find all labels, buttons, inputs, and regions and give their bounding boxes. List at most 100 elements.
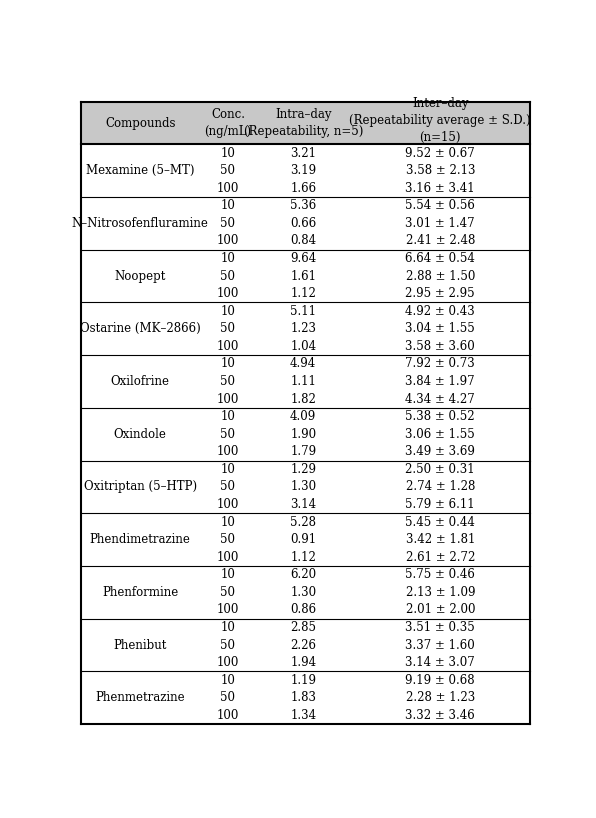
Text: 4.09: 4.09 [290,410,316,423]
Text: 1.34: 1.34 [290,709,316,722]
Text: 2.85: 2.85 [290,621,316,634]
Text: 3.14: 3.14 [290,498,316,511]
Text: 50: 50 [221,164,235,178]
Bar [80,355,530,408]
Bar [80,566,530,618]
Text: 7.92 ± 0.73: 7.92 ± 0.73 [405,357,475,371]
Text: Intra–day
(Repeatability, n=5): Intra–day (Repeatability, n=5) [244,108,363,138]
Text: 1.61: 1.61 [290,270,316,283]
Text: 10: 10 [221,569,235,582]
Text: 3.42 ± 1.81: 3.42 ± 1.81 [406,533,475,546]
Text: 4.94: 4.94 [290,357,316,371]
Text: 3.84 ± 1.97: 3.84 ± 1.97 [405,375,475,388]
Text: Oxilofrine: Oxilofrine [111,375,170,388]
Text: 50: 50 [221,375,235,388]
Text: 10: 10 [221,515,235,528]
Text: 3.04 ± 1.55: 3.04 ± 1.55 [405,322,475,335]
Text: 10: 10 [221,674,235,687]
Text: 1.90: 1.90 [290,428,316,441]
Text: 3.49 ± 3.69: 3.49 ± 3.69 [405,445,475,458]
Bar [80,303,530,355]
Text: 2.74 ± 1.28: 2.74 ± 1.28 [406,480,475,493]
Text: 1.82: 1.82 [290,393,316,406]
Text: 9.19 ± 0.68: 9.19 ± 0.68 [405,674,475,687]
Text: 100: 100 [217,393,239,406]
Text: 100: 100 [217,235,239,248]
Text: 2.26: 2.26 [290,639,316,652]
Text: 50: 50 [221,322,235,335]
Text: 1.12: 1.12 [290,287,316,300]
Text: 10: 10 [221,305,235,317]
Text: 5.38 ± 0.52: 5.38 ± 0.52 [405,410,475,423]
Text: 50: 50 [221,586,235,599]
Bar [80,102,530,144]
Text: 100: 100 [217,445,239,458]
Text: Conc.
(ng/mL): Conc. (ng/mL) [204,108,252,138]
Text: 1.29: 1.29 [290,463,316,476]
Text: 2.28 ± 1.23: 2.28 ± 1.23 [406,691,475,704]
Text: 100: 100 [217,498,239,511]
Text: 1.66: 1.66 [290,182,316,195]
Text: 1.19: 1.19 [290,674,316,687]
Text: 3.01 ± 1.47: 3.01 ± 1.47 [405,217,475,230]
Text: 9.52 ± 0.67: 9.52 ± 0.67 [405,146,475,160]
Text: 5.45 ± 0.44: 5.45 ± 0.44 [405,515,475,528]
Text: Ostarine (MK–2866): Ostarine (MK–2866) [80,322,201,335]
Text: 0.66: 0.66 [290,217,316,230]
Text: 0.86: 0.86 [290,604,316,617]
Text: 50: 50 [221,217,235,230]
Text: 3.58 ± 2.13: 3.58 ± 2.13 [405,164,475,178]
Text: 3.14 ± 3.07: 3.14 ± 3.07 [405,656,475,669]
Text: Phenmetrazine: Phenmetrazine [95,691,185,704]
Text: 10: 10 [221,252,235,265]
Bar [80,618,530,672]
Text: 100: 100 [217,340,239,353]
Text: 2.13 ± 1.09: 2.13 ± 1.09 [405,586,475,599]
Bar [80,514,530,566]
Text: 10: 10 [221,146,235,160]
Text: 10: 10 [221,357,235,371]
Text: 1.30: 1.30 [290,586,316,599]
Text: 3.16 ± 3.41: 3.16 ± 3.41 [405,182,475,195]
Text: 3.51 ± 0.35: 3.51 ± 0.35 [405,621,475,634]
Text: 1.12: 1.12 [290,551,316,564]
Text: Phenformine: Phenformine [102,586,178,599]
Text: Mexamine (5–MT): Mexamine (5–MT) [86,164,194,178]
Text: 50: 50 [221,480,235,493]
Text: 10: 10 [221,621,235,634]
Text: 100: 100 [217,709,239,722]
Text: 0.84: 0.84 [290,235,316,248]
Bar [80,672,530,724]
Text: 5.28: 5.28 [290,515,316,528]
Text: 1.11: 1.11 [290,375,316,388]
Text: 100: 100 [217,656,239,669]
Text: N–Nitrosofenfluramine: N–Nitrosofenfluramine [72,217,209,230]
Text: 3.06 ± 1.55: 3.06 ± 1.55 [405,428,475,441]
Text: Compounds: Compounds [105,117,175,130]
Text: 2.88 ± 1.50: 2.88 ± 1.50 [406,270,475,283]
Text: 3.32 ± 3.46: 3.32 ± 3.46 [405,709,475,722]
Text: 100: 100 [217,287,239,300]
Text: 1.94: 1.94 [290,656,316,669]
Text: 1.83: 1.83 [290,691,316,704]
Text: 2.50 ± 0.31: 2.50 ± 0.31 [405,463,475,476]
Text: 3.58 ± 3.60: 3.58 ± 3.60 [405,340,475,353]
Text: 100: 100 [217,604,239,617]
Text: 6.20: 6.20 [290,569,316,582]
Text: Phendimetrazine: Phendimetrazine [90,533,191,546]
Bar [80,197,530,249]
Text: 2.01 ± 2.00: 2.01 ± 2.00 [405,604,475,617]
Bar [80,249,530,303]
Text: 5.75 ± 0.46: 5.75 ± 0.46 [405,569,475,582]
Text: 5.54 ± 0.56: 5.54 ± 0.56 [405,200,475,213]
Text: Noopept: Noopept [114,270,166,283]
Text: 50: 50 [221,428,235,441]
Bar [80,461,530,514]
Text: 1.04: 1.04 [290,340,316,353]
Text: 50: 50 [221,533,235,546]
Text: 10: 10 [221,200,235,213]
Text: 50: 50 [221,639,235,652]
Text: 0.91: 0.91 [290,533,316,546]
Text: 5.11: 5.11 [290,305,316,317]
Text: 4.34 ± 4.27: 4.34 ± 4.27 [405,393,475,406]
